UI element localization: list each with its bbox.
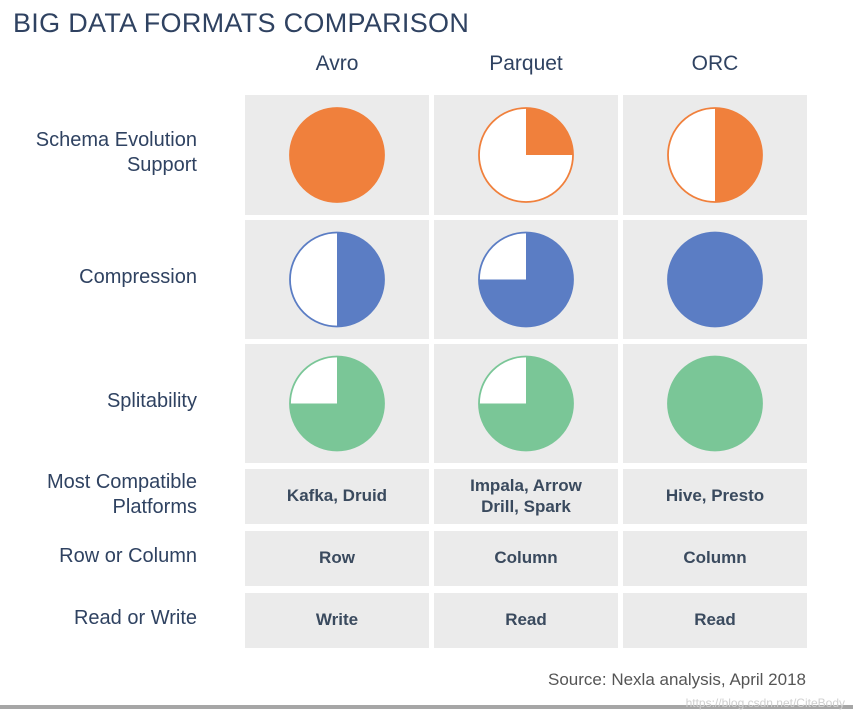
harvey-ball-fill — [479, 232, 573, 327]
cell-text: Row — [245, 547, 429, 568]
row-label: Most Compatible Platforms — [47, 470, 197, 520]
grid-cell: Impala, Arrow Drill, Spark — [434, 469, 618, 524]
grid-cell — [623, 344, 807, 463]
grid-cell — [245, 95, 429, 215]
harvey-ball — [667, 107, 763, 203]
cell-text-line: Write — [315, 610, 359, 629]
row-label: Splitability — [107, 389, 197, 414]
harvey-ball — [667, 355, 763, 452]
row-label: Schema Evolution Support — [36, 128, 197, 178]
harvey-ball — [667, 231, 763, 328]
grid-cell: Column — [623, 531, 807, 586]
row-label-line: Splitability — [106, 390, 197, 412]
grid-cell — [434, 220, 618, 339]
row-label: Row or Column — [59, 544, 197, 569]
harvey-ball-fill — [290, 108, 384, 202]
page-title: BIG DATA FORMATS COMPARISON — [13, 8, 470, 38]
column-header-orc: ORC — [691, 52, 739, 75]
cell-text-line: Row — [319, 548, 355, 567]
column-header-parquet: Parquet — [489, 52, 563, 75]
cell-text: Read — [434, 609, 618, 630]
cell-text-line: Read — [694, 610, 736, 629]
harvey-ball-fill — [479, 356, 573, 451]
row-label-line: Compression — [79, 266, 197, 288]
source-note: Source: Nexla analysis, April 2018 — [548, 670, 806, 689]
harvey-ball-fill — [715, 108, 762, 202]
harvey-ball — [478, 107, 574, 203]
column-header-avro: Avro — [315, 52, 359, 75]
watermark: https://blog.csdn.net/CiteBody — [685, 696, 845, 710]
cell-text: Read — [623, 609, 807, 630]
row-label-line: Most Compatible — [46, 470, 197, 493]
cell-text: Column — [434, 547, 618, 568]
cell-text: Hive, Presto — [623, 485, 807, 506]
harvey-ball-fill — [668, 232, 762, 327]
grid-cell: Write — [245, 593, 429, 648]
row-label-line: Platforms — [112, 495, 197, 518]
row-label: Compression — [79, 265, 197, 290]
harvey-ball — [289, 231, 385, 328]
cell-text-line: Drill, Spark — [481, 496, 571, 516]
row-label-line: Support — [126, 154, 197, 176]
row-label-line: Row or Column — [59, 545, 197, 567]
grid-cell — [434, 344, 618, 463]
harvey-ball-fill — [290, 356, 384, 451]
grid-cell — [623, 220, 807, 339]
harvey-ball-fill — [526, 108, 573, 155]
grid-cell: Read — [434, 593, 618, 648]
cell-text-line: Column — [494, 548, 558, 567]
cell-text: Impala, Arrow Drill, Spark — [434, 475, 618, 517]
harvey-ball — [478, 231, 574, 328]
cell-text-line: Column — [683, 548, 747, 567]
row-label: Read or Write — [74, 606, 197, 631]
grid-cell: Read — [623, 593, 807, 648]
harvey-ball — [289, 355, 385, 452]
cell-text: Column — [623, 547, 807, 568]
grid-cell — [245, 344, 429, 463]
cell-text-line: Hive, Presto — [665, 486, 765, 505]
harvey-ball — [478, 355, 574, 452]
cell-text: Write — [245, 609, 429, 630]
grid-cell — [245, 220, 429, 339]
cell-text: Kafka, Druid — [245, 485, 429, 506]
row-label-line: Schema Evolution — [35, 129, 197, 151]
cell-text-line: Kafka, Druid — [286, 486, 388, 505]
grid-cell — [434, 95, 618, 215]
harvey-ball-fill — [337, 232, 384, 327]
bottom-divider — [0, 705, 853, 709]
grid-cell: Kafka, Druid — [245, 469, 429, 524]
harvey-ball — [289, 107, 385, 203]
cell-text-line: Impala, Arrow — [470, 475, 582, 495]
harvey-ball-fill — [668, 356, 762, 451]
grid-cell — [623, 95, 807, 215]
grid-cell: Hive, Presto — [623, 469, 807, 524]
cell-text-line: Read — [505, 610, 547, 629]
grid-cell: Column — [434, 531, 618, 586]
grid-cell: Row — [245, 531, 429, 586]
row-label-line: Read or Write — [73, 607, 197, 629]
